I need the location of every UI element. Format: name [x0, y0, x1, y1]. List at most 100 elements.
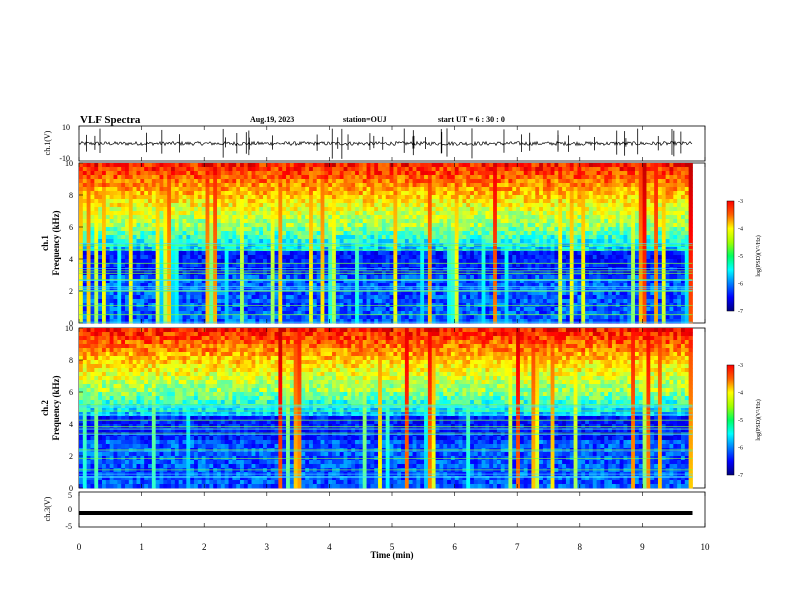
spectrogram-cell	[420, 251, 425, 256]
spectrogram-cell	[79, 259, 84, 264]
spectrogram-cell	[523, 183, 528, 188]
spectrogram-cell	[282, 283, 287, 288]
spectrogram-cell	[243, 235, 249, 240]
spectrogram-cell	[155, 279, 160, 284]
spectrogram-cell	[404, 255, 410, 260]
spectrogram-cell	[431, 171, 436, 176]
spectrogram-cell	[527, 183, 532, 188]
spectrogram-cell	[320, 191, 325, 196]
spectrogram-cell	[324, 199, 329, 204]
spectrogram-cell	[151, 299, 157, 304]
spectrogram-cell	[220, 247, 226, 252]
spectrogram-cell	[355, 291, 360, 296]
spectrogram-cell	[312, 247, 318, 252]
spectrogram-cell	[535, 315, 540, 320]
spectrogram-cell	[98, 167, 103, 172]
spectrogram-cell	[132, 311, 137, 316]
spectrogram-cell	[470, 223, 475, 228]
spectrogram-cell	[282, 295, 287, 300]
spectrogram-cell	[136, 179, 141, 184]
spectrogram-cell	[309, 231, 314, 236]
spectrogram-cell	[102, 319, 107, 324]
spectrogram-cell	[439, 203, 444, 208]
spectrogram-cell	[439, 179, 444, 184]
spectrogram-cell	[148, 275, 153, 280]
spectrogram-cell	[335, 175, 341, 180]
spectrogram-cell	[163, 171, 168, 176]
spectrogram-cell	[201, 247, 206, 252]
spectrogram-cell	[102, 231, 107, 236]
spectrogram-cell	[370, 299, 375, 304]
spectrogram-cell	[447, 215, 452, 220]
spectrogram-cell	[519, 275, 525, 280]
spectrogram-cell	[470, 307, 475, 312]
spectrogram-cell	[159, 167, 164, 172]
spectrogram-cell	[493, 291, 498, 296]
spectrogram-cell	[182, 195, 187, 200]
spectrogram-cell	[301, 299, 306, 304]
spectrogram-cell	[178, 239, 183, 244]
spectrogram-cell	[182, 171, 187, 176]
spectrogram-cell	[159, 215, 164, 220]
spectrogram-cell	[94, 235, 99, 240]
spectrogram-cell	[213, 239, 218, 244]
spectrogram-cell	[404, 215, 410, 220]
spectrogram-cell	[424, 267, 429, 272]
spectrogram-cell	[343, 247, 348, 252]
spectrogram-cell	[220, 307, 226, 312]
spectrogram-cell	[286, 179, 291, 184]
spectrogram-cell	[443, 231, 448, 236]
spectrogram-cell	[335, 199, 341, 204]
spectrogram-cell	[297, 267, 302, 272]
spectrogram-cell	[182, 227, 187, 232]
spectrogram-cell	[320, 227, 325, 232]
spectrogram-cell	[420, 223, 425, 228]
spectrogram-cell	[366, 231, 371, 236]
spectrogram-cell	[435, 215, 440, 220]
spectrogram-cell	[167, 275, 172, 280]
spectrogram-cell	[309, 291, 314, 296]
spectrogram-cell	[86, 227, 91, 232]
spectrogram-cell	[236, 203, 241, 208]
spectrogram-cell	[217, 263, 222, 268]
spectrogram-cell	[90, 247, 95, 252]
spectrogram-cell	[121, 239, 126, 244]
spectrogram-cell	[404, 251, 410, 256]
spectrogram-cell	[435, 203, 440, 208]
spectrogram-cell	[205, 199, 210, 204]
spectrogram-cell	[232, 259, 237, 264]
spectrogram-cell	[155, 251, 160, 256]
spectrogram-cell	[289, 275, 295, 280]
spectrogram-cell	[309, 227, 314, 232]
spectrogram-cell	[113, 315, 118, 320]
spectrogram-cell	[205, 283, 210, 288]
spectrogram-cell	[209, 307, 214, 312]
spectrogram-cell	[496, 219, 502, 224]
spectrogram-cell	[105, 231, 111, 236]
spectrogram-cell	[485, 199, 490, 204]
spectrogram-cell	[500, 207, 505, 212]
spectrogram-cell	[278, 255, 283, 260]
spectrogram-cell	[259, 227, 264, 232]
spectrogram-cell	[324, 259, 329, 264]
spectrogram-cell	[339, 255, 344, 260]
spectrogram-cell	[309, 275, 314, 280]
spectrogram-cell	[450, 311, 456, 316]
spectrogram-cell	[508, 179, 513, 184]
spectrogram-cell	[171, 279, 176, 284]
spectrogram-cell	[320, 223, 325, 228]
spectrogram-cell	[378, 319, 383, 324]
spectrogram-cell	[512, 219, 517, 224]
spectrogram-cell	[332, 251, 337, 256]
spectrogram-cell	[473, 267, 479, 272]
spectrogram-cell	[324, 251, 329, 256]
spectrogram-cell	[236, 275, 241, 280]
spectrogram-cell	[443, 311, 448, 316]
spectrogram-cell	[205, 247, 210, 252]
spectrogram-cell	[516, 215, 521, 220]
spectrogram-cell	[266, 231, 272, 236]
spectrogram-cell	[117, 203, 122, 208]
spectrogram-cell	[332, 207, 337, 212]
spectrogram-cell	[305, 175, 310, 180]
spectrogram-cell	[117, 247, 122, 252]
